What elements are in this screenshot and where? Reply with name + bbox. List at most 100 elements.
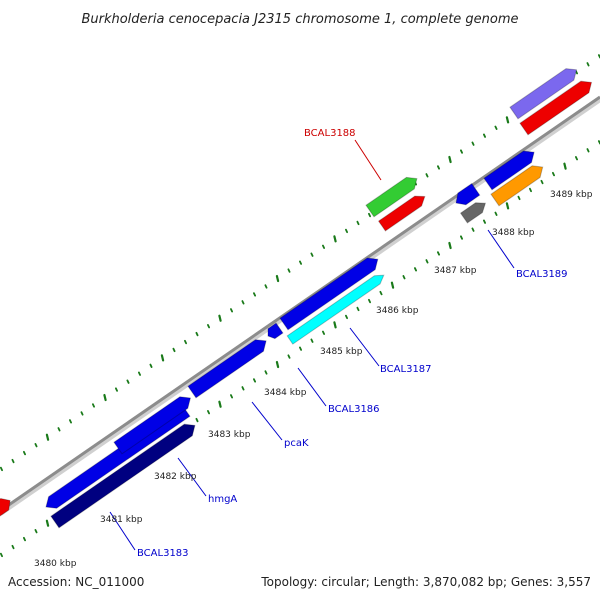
inner-tick-mark <box>252 378 257 383</box>
leader-bcal3183 <box>109 511 136 551</box>
outer-tick-mark <box>459 149 464 154</box>
gene-feature-bcal3187 <box>286 274 385 345</box>
outer-tick-mark <box>45 433 50 441</box>
outer-tick-mark <box>264 284 268 289</box>
gene-label-hmga[interactable]: hmgA <box>208 494 237 505</box>
inner-tick-mark <box>241 386 245 391</box>
inner-tick-mark <box>436 251 441 256</box>
outer-tick-mark <box>80 411 84 416</box>
inner-tick-mark <box>379 290 383 296</box>
gene-feature-small <box>267 322 284 340</box>
outer-tick-mark <box>183 339 188 345</box>
gene-feature-blue-2 <box>455 182 481 206</box>
gene-feature-hmga <box>50 423 196 529</box>
inner-tick-mark <box>206 409 211 415</box>
gene-features <box>0 68 593 529</box>
outer-tick-mark <box>22 450 27 456</box>
inner-tick-mark <box>425 259 429 264</box>
outer-tick-mark <box>195 331 199 337</box>
scale-label-3480: 3480 kbp <box>34 559 77 569</box>
inner-tick-mark <box>494 211 498 216</box>
outer-tick-mark <box>494 125 498 130</box>
inner-tick-mark <box>505 202 510 210</box>
gene-feature-red-2 <box>519 80 593 136</box>
outer-tick-mark <box>471 141 475 146</box>
outer-tick-mark <box>252 292 257 297</box>
inner-tick-mark <box>552 171 555 177</box>
gene-feature-bcal3186 <box>279 257 379 331</box>
outer-tick-mark <box>218 314 222 322</box>
outer-tick-mark <box>229 308 234 313</box>
gene-label-bcal3183[interactable]: BCAL3183 <box>137 548 189 559</box>
gene-feature-blue-3 <box>483 150 535 191</box>
outer-tick-mark <box>356 220 360 226</box>
outer-tick-mark <box>310 252 314 257</box>
outer-tick-mark <box>241 300 245 305</box>
inner-tick-mark <box>390 281 395 289</box>
scale-label-3481: 3481 kbp <box>100 515 143 525</box>
inner-tick-mark <box>195 417 199 423</box>
leader-bcal3187 <box>349 327 380 367</box>
gene-feature-red-edge <box>0 497 11 517</box>
scale-label-3483: 3483 kbp <box>208 430 251 440</box>
inner-tick-mark <box>367 298 372 304</box>
gene-feature-red <box>377 195 426 232</box>
gene-label-pcak[interactable]: pcaK <box>284 438 309 449</box>
inner-tick-mark <box>0 552 3 558</box>
inner-tick-mark <box>45 519 50 527</box>
outer-tick-mark <box>137 371 142 376</box>
backbone-line <box>0 95 600 513</box>
inner-tick-mark <box>287 354 291 359</box>
inner-tick-mark <box>264 370 268 375</box>
outer-tick-mark <box>298 260 303 265</box>
inner-tick-mark <box>218 400 222 408</box>
leader-bcal3188 <box>354 139 382 181</box>
outer-tick-mark <box>505 116 510 124</box>
scale-label-3485: 3485 kbp <box>320 347 363 357</box>
inner-tick-mark <box>344 314 349 320</box>
outer-tick-mark <box>92 403 95 408</box>
inner-tick-mark <box>22 536 27 542</box>
outer-tick-mark <box>206 323 211 329</box>
scale-label-3487: 3487 kbp <box>434 266 477 276</box>
outer-tick-mark <box>425 173 429 178</box>
outer-tick-mark <box>103 393 107 402</box>
outer-tick-mark <box>172 347 176 353</box>
gene-label-bcal3188[interactable]: BCAL3188 <box>304 128 356 139</box>
scale-label-3486: 3486 kbp <box>376 306 419 316</box>
scale-label-3489: 3489 kbp <box>550 190 593 200</box>
outer-tick-mark <box>57 427 61 432</box>
leader-bcal3186 <box>297 367 327 407</box>
outer-tick-mark <box>115 387 118 392</box>
gene-feature-orange <box>490 165 544 207</box>
outer-tick-mark <box>11 458 15 464</box>
inner-tick-mark <box>471 227 475 232</box>
gene-label-bcal3186[interactable]: BCAL3186 <box>328 404 380 415</box>
outer-tick-mark <box>448 155 452 164</box>
map-title: Burkholderia cenocepacia J2315 chromosom… <box>81 12 518 27</box>
inner-tick-mark <box>575 156 578 161</box>
outer-tick-mark <box>34 443 38 448</box>
genome-summary-text: Topology: circular; Length: 3,870,082 bp… <box>260 575 591 589</box>
outer-tick-mark <box>149 363 153 368</box>
inner-tick-mark <box>540 179 544 185</box>
leader-hmga <box>177 457 207 497</box>
outer-tick-mark <box>344 228 349 234</box>
outer-tick-mark <box>367 212 372 218</box>
gene-label-bcal3187[interactable]: BCAL3187 <box>380 364 432 375</box>
inner-tick-mark <box>402 275 406 280</box>
outer-tick-mark <box>126 379 130 384</box>
inner-tick-mark <box>310 338 314 343</box>
inner-tick-mark <box>11 544 15 550</box>
gene-label-bcal3189[interactable]: BCAL3189 <box>516 269 568 280</box>
outer-tick-mark <box>321 244 326 249</box>
scale-label-3482: 3482 kbp <box>154 472 197 482</box>
leader-pcak <box>251 401 283 441</box>
inner-tick-mark <box>413 267 418 272</box>
inner-tick-mark <box>448 241 452 250</box>
outer-tick-mark <box>287 268 291 273</box>
inner-tick-mark <box>482 219 487 224</box>
outer-tick-mark <box>482 133 487 138</box>
gene-feature-blue <box>113 396 192 455</box>
